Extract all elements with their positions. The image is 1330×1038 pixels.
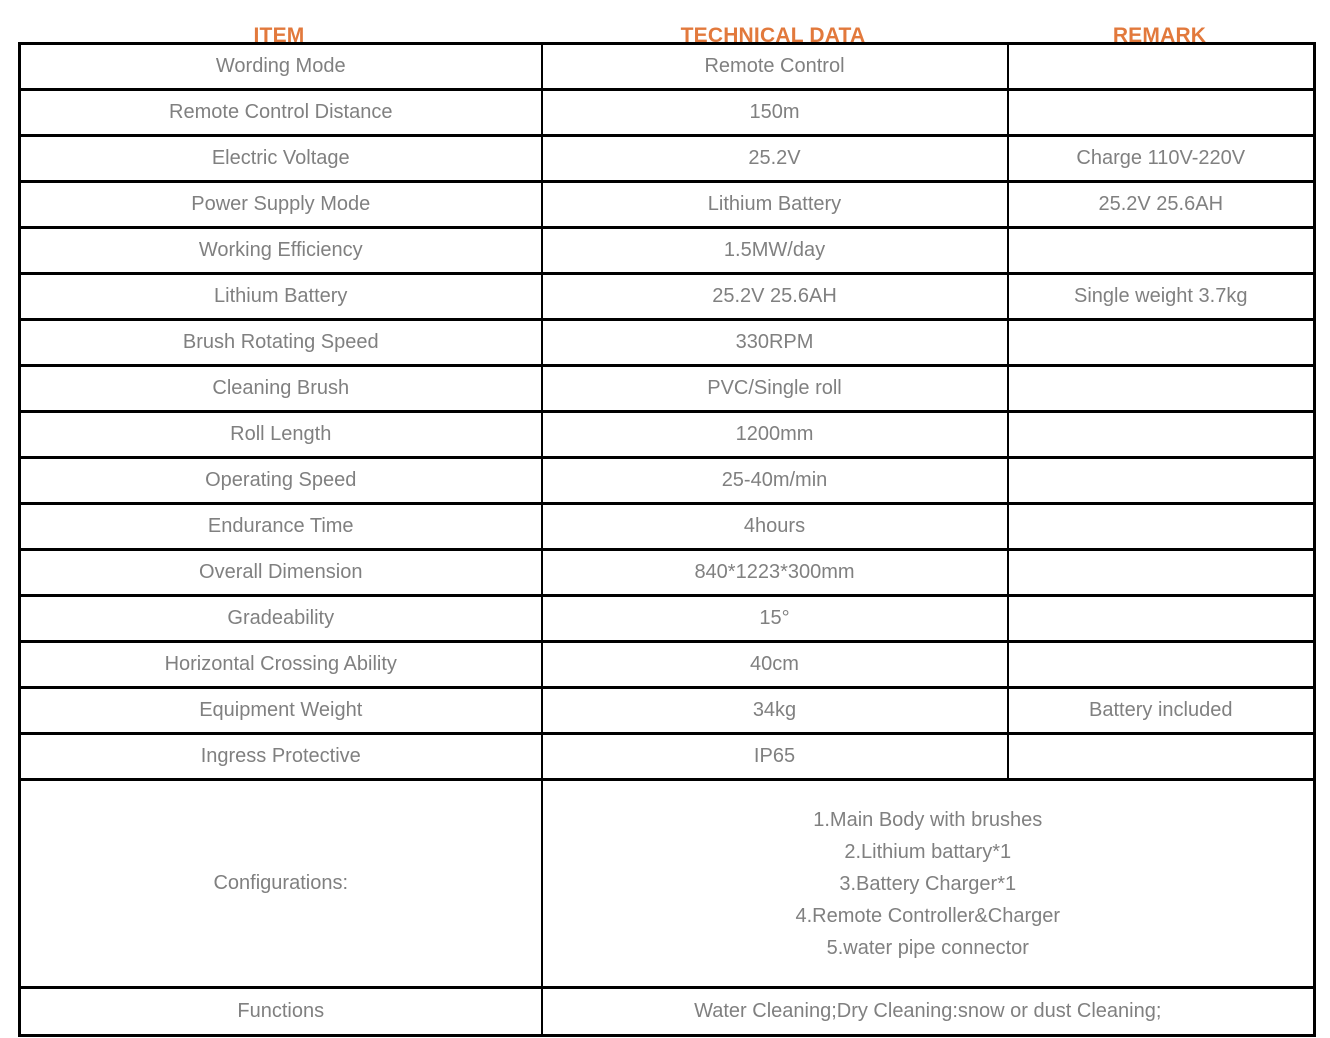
item-cell: Remote Control Distance: [18, 88, 543, 137]
table-row: Lithium Battery 25.2V 25.6AH Single weig…: [18, 272, 1316, 321]
table-row: Endurance Time 4hours: [18, 502, 1316, 551]
item-cell: Horizontal Crossing Ability: [18, 640, 543, 689]
data-cell: Lithium Battery: [540, 180, 1009, 229]
data-cell: 15°: [540, 594, 1009, 643]
configuration-line: 1.Main Body with brushes: [813, 808, 1043, 831]
table-row: Wording Mode Remote Control: [18, 42, 1316, 91]
table-row: Horizontal Crossing Ability 40cm: [18, 640, 1316, 689]
table-row: Ingress Protective IP65: [18, 732, 1316, 781]
item-cell: Operating Speed: [18, 456, 543, 505]
table-row: Equipment Weight 34kg Battery included: [18, 686, 1316, 735]
item-cell: Working Efficiency: [18, 226, 543, 275]
functions-row: Functions Water Cleaning;Dry Cleaning:sn…: [18, 986, 1316, 1037]
table-row: Working Efficiency 1.5MW/day: [18, 226, 1316, 275]
item-cell: Ingress Protective: [18, 732, 543, 781]
item-cell: Electric Voltage: [18, 134, 543, 183]
remark-cell: [1006, 594, 1316, 643]
column-header-technical-data: TECHNICAL DATA: [680, 24, 866, 47]
remark-cell: Single weight 3.7kg: [1006, 272, 1316, 321]
item-cell: Brush Rotating Speed: [18, 318, 543, 367]
data-cell: 40cm: [540, 640, 1009, 689]
table-row: Roll Length 1200mm: [18, 410, 1316, 459]
table-column-headers: ITEM TECHNICAL DATA REMARK: [18, 0, 1313, 47]
data-cell: 1.5MW/day: [540, 226, 1009, 275]
remark-cell: [1006, 732, 1316, 781]
remark-cell: [1006, 88, 1316, 137]
data-cell: 25.2V: [540, 134, 1009, 183]
item-cell: Functions: [18, 986, 543, 1037]
item-cell: Equipment Weight: [18, 686, 543, 735]
table-row: Remote Control Distance 150m: [18, 88, 1316, 137]
configuration-line: 4.Remote Controller&Charger: [795, 904, 1061, 927]
configurations-row: Configurations: 1.Main Body with brushes…: [18, 778, 1316, 989]
remark-cell: [1006, 640, 1316, 689]
item-cell: Lithium Battery: [18, 272, 543, 321]
column-header-remark: REMARK: [1112, 24, 1207, 47]
item-cell: Roll Length: [18, 410, 543, 459]
data-cell: 4hours: [540, 502, 1009, 551]
remark-cell: [1006, 226, 1316, 275]
item-cell: Overall Dimension: [18, 548, 543, 597]
table-row: Overall Dimension 840*1223*300mm: [18, 548, 1316, 597]
configuration-line: 3.Battery Charger*1: [839, 872, 1017, 895]
table-row: Gradeability 15°: [18, 594, 1316, 643]
data-cell: PVC/Single roll: [540, 364, 1009, 413]
configuration-line: 2.Lithium battary*1: [844, 840, 1012, 863]
remark-cell: 25.2V 25.6AH: [1006, 180, 1316, 229]
data-cell: 25-40m/min: [540, 456, 1009, 505]
data-cell: 1200mm: [540, 410, 1009, 459]
column-header-item: ITEM: [253, 24, 305, 47]
remark-cell: [1006, 456, 1316, 505]
data-cell: 840*1223*300mm: [540, 548, 1009, 597]
data-cell: 34kg: [540, 686, 1009, 735]
item-cell: Cleaning Brush: [18, 364, 543, 413]
data-cell: IP65: [540, 732, 1009, 781]
item-cell: Configurations:: [18, 778, 543, 989]
functions-cell: Water Cleaning;Dry Cleaning:snow or dust…: [540, 986, 1316, 1037]
remark-cell: [1006, 364, 1316, 413]
remark-cell: Charge 110V-220V: [1006, 134, 1316, 183]
spec-table: Wording Mode Remote Control Remote Contr…: [18, 42, 1316, 1037]
table-row: Cleaning Brush PVC/Single roll: [18, 364, 1316, 413]
remark-cell: Battery included: [1006, 686, 1316, 735]
configurations-list: 1.Main Body with brushes 2.Lithium batta…: [549, 804, 1308, 964]
item-cell: Endurance Time: [18, 502, 543, 551]
table-row: Power Supply Mode Lithium Battery 25.2V …: [18, 180, 1316, 229]
remark-cell: [1006, 502, 1316, 551]
item-cell: Power Supply Mode: [18, 180, 543, 229]
remark-cell: [1006, 410, 1316, 459]
configurations-list-cell: 1.Main Body with brushes 2.Lithium batta…: [540, 778, 1316, 989]
item-cell: Gradeability: [18, 594, 543, 643]
data-cell: 150m: [540, 88, 1009, 137]
remark-cell: [1006, 42, 1316, 91]
configuration-line: 5.water pipe connector: [826, 936, 1029, 959]
data-cell: 330RPM: [540, 318, 1009, 367]
data-cell: Remote Control: [540, 42, 1009, 91]
table-row: Electric Voltage 25.2V Charge 110V-220V: [18, 134, 1316, 183]
data-cell: 25.2V 25.6AH: [540, 272, 1009, 321]
remark-cell: [1006, 548, 1316, 597]
remark-cell: [1006, 318, 1316, 367]
table-row: Brush Rotating Speed 330RPM: [18, 318, 1316, 367]
table-row: Operating Speed 25-40m/min: [18, 456, 1316, 505]
item-cell: Wording Mode: [18, 42, 543, 91]
